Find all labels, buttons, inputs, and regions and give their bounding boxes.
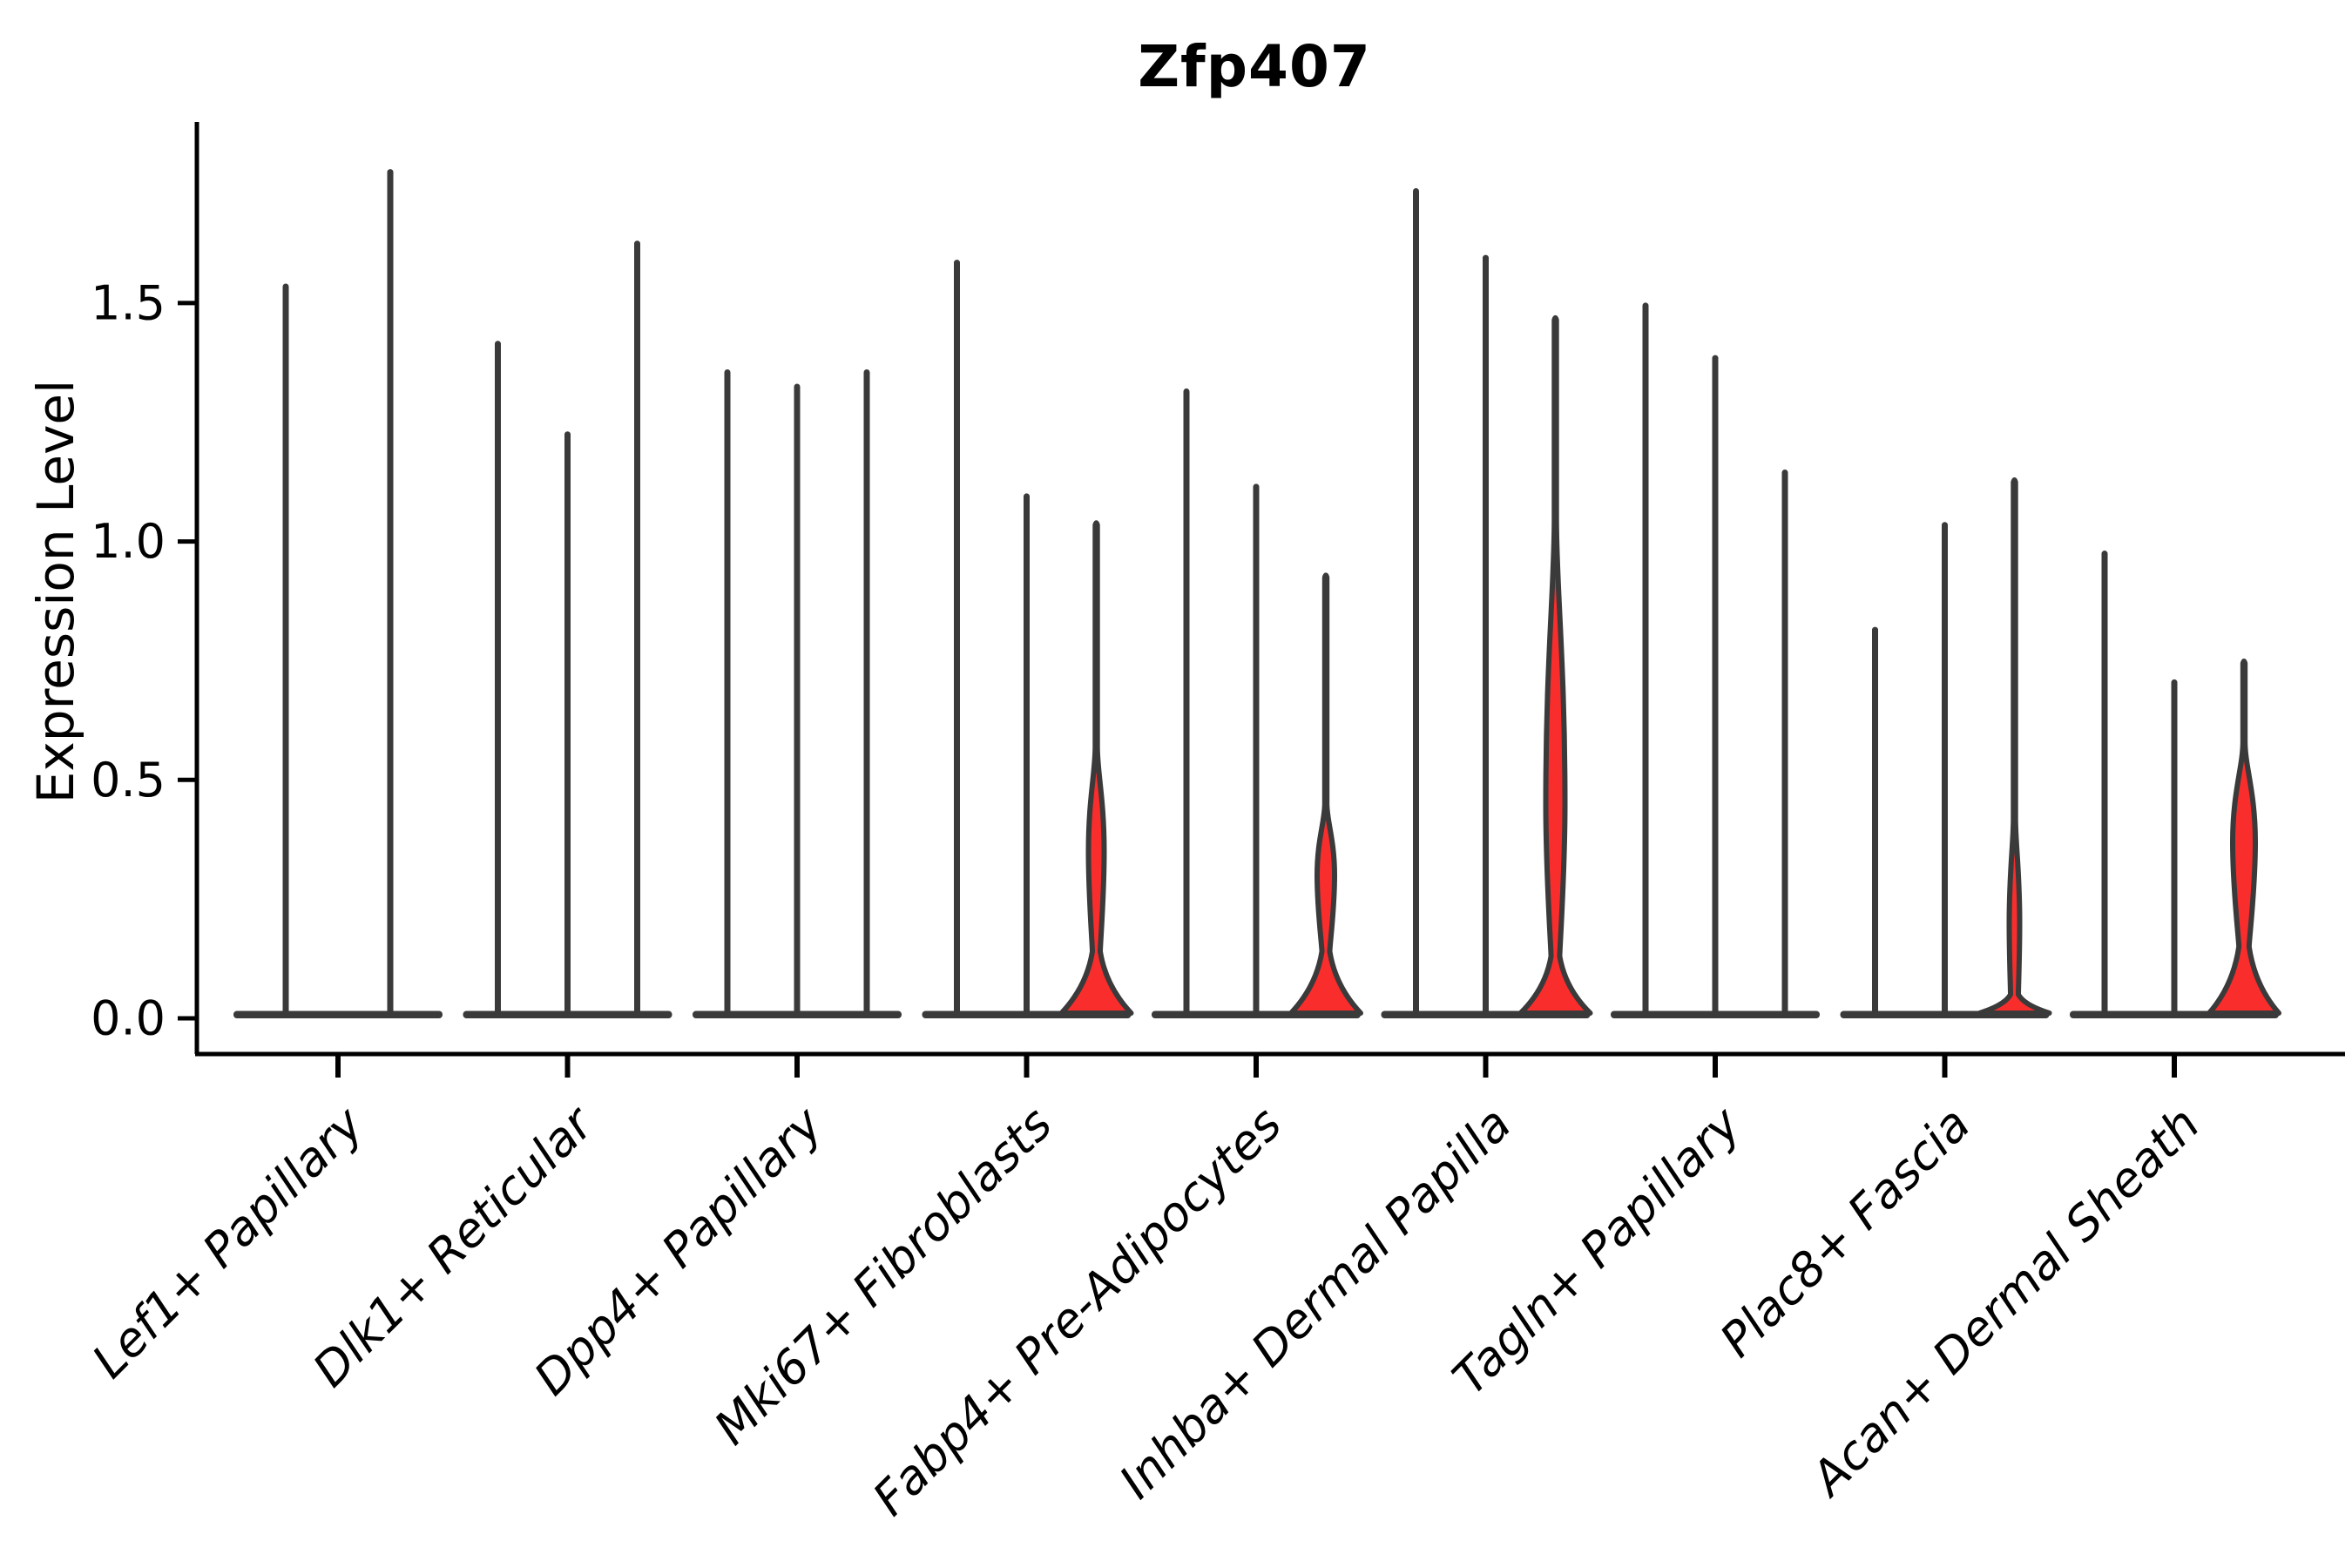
y-tick-label: 1.5 [91,275,166,330]
violin-red [2207,658,2281,1016]
y-tick-label: 0.0 [91,991,166,1046]
violin-red [1517,314,1593,1016]
violin-base [233,1010,443,1018]
x-tick-label: Acan+ Dermal Sheath [1799,1097,2210,1508]
chart-title: Zfp407 [1138,33,1371,100]
violin-red [1977,476,2052,1016]
y-tick-label: 1.0 [91,514,166,569]
x-tick-label: Fabp4+ Pre-Adipocytes [862,1097,1292,1526]
violin-red [1288,572,1363,1016]
x-tick-label: Inhba+ Dermal Papilla [1109,1097,1522,1510]
y-tick-label: 0.5 [91,753,166,808]
violin-red [1058,520,1134,1016]
